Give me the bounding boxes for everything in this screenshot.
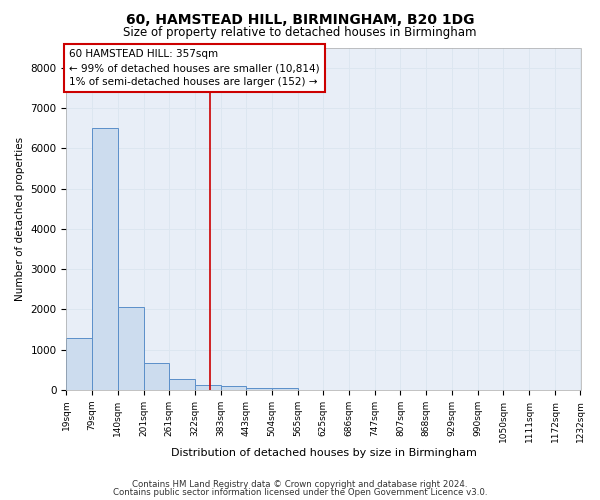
Bar xyxy=(246,388,272,390)
Bar xyxy=(118,308,143,390)
Text: 60 HAMSTEAD HILL: 357sqm
← 99% of detached houses are smaller (10,814)
1% of sem: 60 HAMSTEAD HILL: 357sqm ← 99% of detach… xyxy=(69,49,320,87)
Text: Size of property relative to detached houses in Birmingham: Size of property relative to detached ho… xyxy=(123,26,477,39)
X-axis label: Distribution of detached houses by size in Birmingham: Distribution of detached houses by size … xyxy=(170,448,476,458)
Y-axis label: Number of detached properties: Number of detached properties xyxy=(15,136,25,301)
Bar xyxy=(92,128,118,390)
Bar xyxy=(67,338,92,390)
Text: Contains HM Land Registry data © Crown copyright and database right 2024.: Contains HM Land Registry data © Crown c… xyxy=(132,480,468,489)
Text: 60, HAMSTEAD HILL, BIRMINGHAM, B20 1DG: 60, HAMSTEAD HILL, BIRMINGHAM, B20 1DG xyxy=(126,12,474,26)
Text: Contains public sector information licensed under the Open Government Licence v3: Contains public sector information licen… xyxy=(113,488,487,497)
Bar xyxy=(272,388,298,390)
Bar xyxy=(195,385,221,390)
Bar xyxy=(169,379,195,390)
Bar xyxy=(143,363,169,390)
Bar xyxy=(221,386,246,390)
